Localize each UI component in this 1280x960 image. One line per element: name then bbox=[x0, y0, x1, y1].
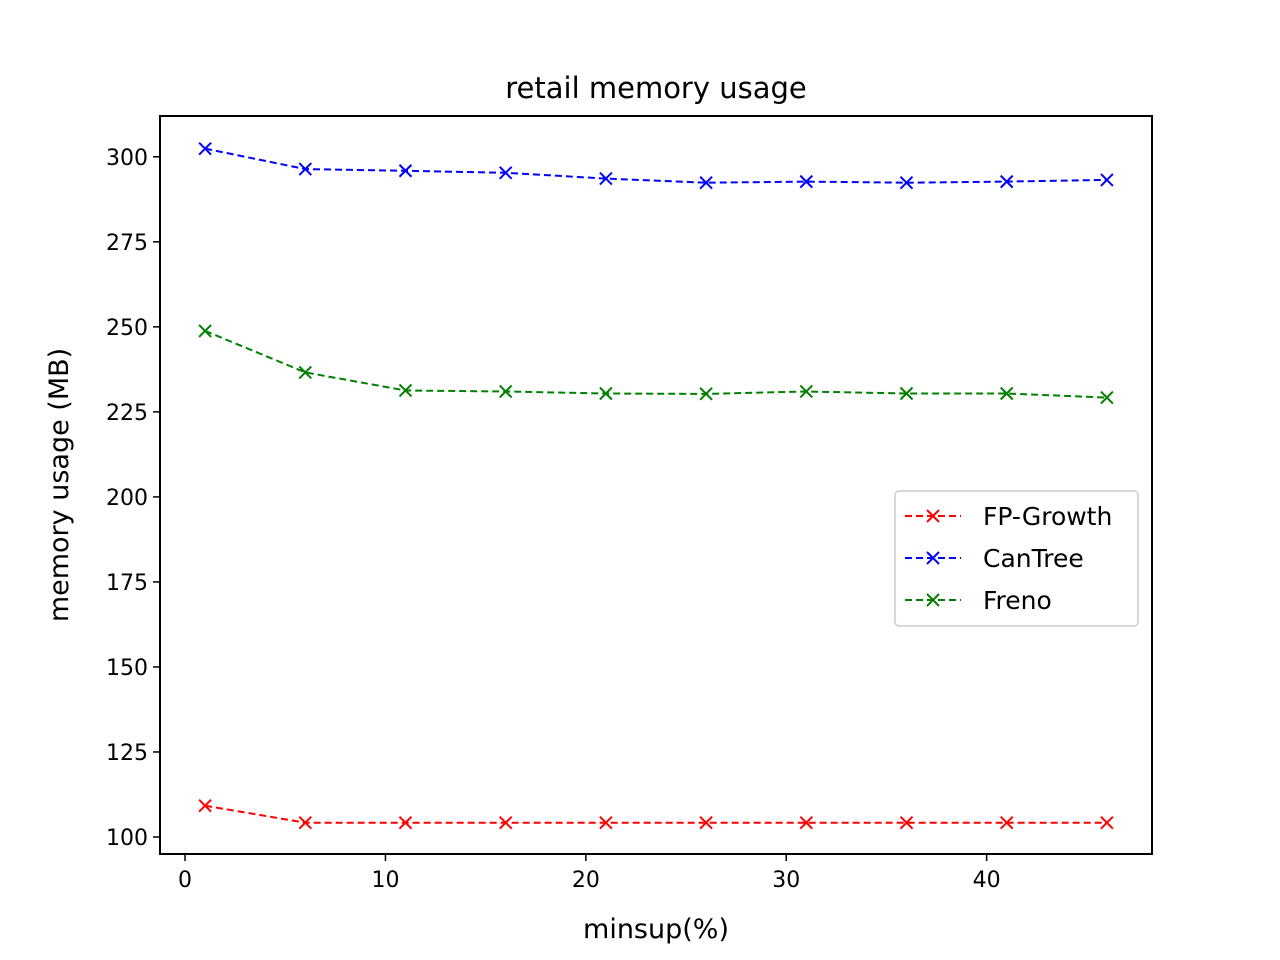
x-tick-label: 20 bbox=[572, 868, 600, 893]
data-point-cantree bbox=[198, 141, 212, 156]
data-point-fp-growth bbox=[398, 816, 413, 830]
series-cantree bbox=[198, 141, 1114, 190]
data-point-fp-growth bbox=[498, 816, 513, 830]
data-point-fp-growth bbox=[298, 816, 313, 830]
legend-marker-cantree bbox=[926, 551, 940, 565]
y-tick-label: 250 bbox=[106, 316, 148, 341]
chart-title: retail memory usage bbox=[505, 71, 807, 105]
data-point-cantree bbox=[298, 162, 313, 176]
data-point-cantree bbox=[699, 175, 713, 190]
data-point-fp-growth bbox=[1100, 816, 1114, 830]
data-point-freno bbox=[1100, 390, 1114, 405]
data-point-freno bbox=[1000, 386, 1014, 401]
y-tick-label: 225 bbox=[106, 401, 148, 426]
data-point-freno bbox=[599, 386, 613, 401]
plot-area bbox=[198, 141, 1114, 830]
data-point-freno bbox=[699, 387, 713, 401]
data-point-cantree bbox=[398, 164, 413, 178]
plot-frame bbox=[159, 115, 1153, 855]
legend-marker-freno bbox=[926, 593, 940, 607]
data-point-cantree bbox=[498, 166, 513, 180]
y-axis-label: memory usage (MB) bbox=[44, 348, 75, 622]
data-point-fp-growth bbox=[1000, 816, 1014, 830]
legend-box bbox=[894, 490, 1139, 627]
y-tick-label: 200 bbox=[106, 486, 148, 511]
y-tick-label: 125 bbox=[106, 741, 148, 766]
y-tick-label: 100 bbox=[106, 826, 148, 851]
y-axis: 100 125 150 175 200 225 250 275 300 bbox=[106, 146, 160, 851]
data-point-cantree bbox=[1100, 173, 1114, 187]
x-tick-label: 0 bbox=[178, 868, 192, 893]
data-point-fp-growth bbox=[799, 816, 814, 830]
x-tick-label: 30 bbox=[772, 868, 800, 893]
data-point-freno bbox=[899, 386, 914, 401]
x-tick-label: 40 bbox=[973, 868, 1001, 893]
series-line-freno bbox=[204, 329, 1107, 399]
x-axis: 0 10 20 30 40 bbox=[178, 854, 1001, 893]
data-point-fp-growth bbox=[899, 816, 914, 830]
data-point-freno bbox=[298, 365, 313, 380]
data-point-cantree bbox=[899, 175, 914, 190]
data-point-cantree bbox=[799, 174, 814, 189]
data-point-fp-growth bbox=[699, 816, 713, 830]
data-point-cantree bbox=[1000, 174, 1014, 189]
y-tick-label: 175 bbox=[106, 571, 148, 596]
data-point-freno bbox=[498, 384, 513, 399]
x-axis-label: minsup(%) bbox=[583, 914, 729, 945]
x-tick-label: 10 bbox=[371, 868, 399, 893]
data-point-fp-growth bbox=[198, 798, 212, 813]
data-point-fp-growth bbox=[599, 816, 613, 830]
data-point-freno bbox=[398, 383, 413, 398]
series-line-cantree bbox=[204, 147, 1107, 184]
legend: FP-Growth CanTree Freno bbox=[894, 490, 1139, 627]
y-tick-label: 150 bbox=[106, 656, 148, 681]
data-point-cantree bbox=[599, 171, 613, 186]
legend-label-fp-growth: FP-Growth bbox=[983, 502, 1112, 531]
y-tick-label: 275 bbox=[106, 231, 148, 256]
series-line-fp-growth bbox=[204, 804, 1107, 824]
legend-label-cantree: CanTree bbox=[983, 544, 1084, 573]
y-tick-label: 300 bbox=[106, 146, 148, 171]
series-freno bbox=[198, 324, 1114, 405]
data-point-freno bbox=[198, 324, 212, 338]
legend-entries: FP-Growth CanTree Freno bbox=[905, 502, 1112, 615]
legend-marker-fp-growth bbox=[926, 509, 940, 523]
legend-label-freno: Freno bbox=[983, 586, 1052, 615]
series-fp-growth bbox=[198, 798, 1114, 830]
data-point-freno bbox=[799, 384, 814, 399]
